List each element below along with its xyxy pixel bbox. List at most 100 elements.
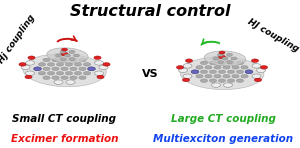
Circle shape <box>83 71 91 75</box>
Circle shape <box>218 79 226 82</box>
Circle shape <box>64 54 70 57</box>
Circle shape <box>205 74 212 78</box>
Circle shape <box>232 66 239 69</box>
Text: Small CT coupling: Small CT coupling <box>13 114 116 124</box>
Circle shape <box>226 53 232 56</box>
Circle shape <box>74 63 82 66</box>
Text: VS: VS <box>142 69 158 79</box>
Circle shape <box>200 79 208 82</box>
Circle shape <box>224 83 232 87</box>
Circle shape <box>65 71 73 75</box>
Circle shape <box>65 63 73 66</box>
Circle shape <box>245 70 253 74</box>
Text: HJ coupling: HJ coupling <box>246 17 300 54</box>
Circle shape <box>70 76 77 79</box>
Circle shape <box>19 63 26 66</box>
Circle shape <box>103 63 110 66</box>
Circle shape <box>212 56 220 61</box>
Circle shape <box>52 58 59 62</box>
Circle shape <box>252 74 261 78</box>
Circle shape <box>88 67 95 71</box>
Circle shape <box>54 80 63 84</box>
Circle shape <box>94 61 103 65</box>
Circle shape <box>209 70 217 74</box>
Circle shape <box>79 67 86 71</box>
Circle shape <box>218 61 226 65</box>
Circle shape <box>222 57 228 60</box>
Circle shape <box>61 58 68 62</box>
Circle shape <box>185 59 193 62</box>
Circle shape <box>232 74 239 78</box>
Circle shape <box>56 63 64 66</box>
Circle shape <box>47 63 55 66</box>
Circle shape <box>61 76 68 79</box>
Circle shape <box>245 70 253 74</box>
Ellipse shape <box>23 54 106 87</box>
Circle shape <box>25 75 32 79</box>
Circle shape <box>61 52 68 56</box>
Circle shape <box>69 50 75 53</box>
Circle shape <box>79 58 86 62</box>
Circle shape <box>231 57 237 60</box>
Circle shape <box>70 58 77 62</box>
Circle shape <box>254 78 262 82</box>
Circle shape <box>60 50 66 53</box>
Circle shape <box>94 71 103 75</box>
Ellipse shape <box>204 51 246 66</box>
Circle shape <box>252 64 261 68</box>
Circle shape <box>74 54 80 57</box>
Text: Excimer formation: Excimer formation <box>11 134 118 144</box>
Circle shape <box>34 67 41 71</box>
Circle shape <box>88 67 95 71</box>
Circle shape <box>218 53 224 56</box>
Circle shape <box>213 57 219 60</box>
Circle shape <box>83 63 91 66</box>
Text: Multiexciton generation: Multiexciton generation <box>153 134 294 144</box>
Circle shape <box>52 67 59 71</box>
Circle shape <box>236 70 244 74</box>
Circle shape <box>191 70 199 74</box>
Circle shape <box>176 66 184 69</box>
Circle shape <box>38 63 46 66</box>
Circle shape <box>182 78 190 82</box>
Circle shape <box>66 53 75 58</box>
Circle shape <box>226 61 232 64</box>
Circle shape <box>54 53 63 58</box>
Circle shape <box>209 61 217 65</box>
Circle shape <box>28 56 35 59</box>
Circle shape <box>218 70 226 74</box>
Circle shape <box>79 76 86 79</box>
Text: Large CT coupling: Large CT coupling <box>171 114 276 124</box>
Circle shape <box>236 61 244 65</box>
Circle shape <box>223 66 230 69</box>
Ellipse shape <box>47 48 88 63</box>
Circle shape <box>47 71 55 75</box>
Circle shape <box>227 61 235 65</box>
Circle shape <box>26 71 34 75</box>
Circle shape <box>69 58 75 61</box>
Circle shape <box>200 70 208 74</box>
Circle shape <box>256 68 266 73</box>
Circle shape <box>209 79 217 82</box>
Circle shape <box>38 71 46 75</box>
Circle shape <box>191 70 199 74</box>
Circle shape <box>223 74 230 78</box>
Text: Hj coupling: Hj coupling <box>0 13 37 65</box>
Ellipse shape <box>180 57 264 90</box>
Circle shape <box>227 79 235 82</box>
Circle shape <box>236 79 244 82</box>
Circle shape <box>26 61 34 65</box>
Circle shape <box>70 67 77 71</box>
Circle shape <box>56 54 62 57</box>
Circle shape <box>43 58 50 62</box>
Circle shape <box>178 68 188 73</box>
Circle shape <box>200 61 208 65</box>
Circle shape <box>183 74 192 78</box>
Circle shape <box>74 71 82 75</box>
Circle shape <box>43 67 50 71</box>
Circle shape <box>183 64 192 68</box>
Circle shape <box>52 76 59 79</box>
Circle shape <box>241 66 248 69</box>
Circle shape <box>196 66 203 69</box>
Circle shape <box>97 75 104 79</box>
